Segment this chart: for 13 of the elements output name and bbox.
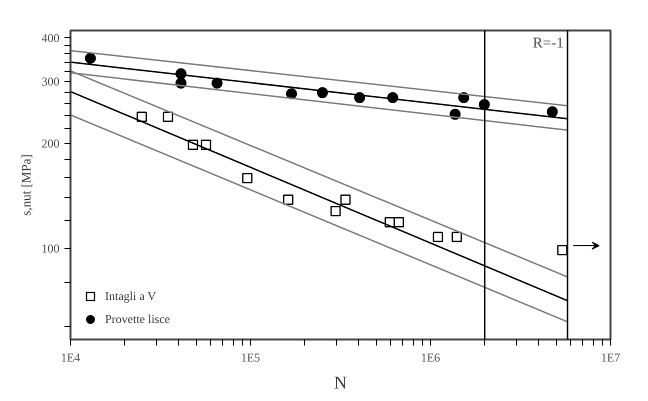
x-tick-label: 1E7 [600, 350, 620, 364]
x-tick-label: 1E6 [420, 350, 440, 364]
legend-label: Provette lisce [105, 312, 170, 326]
legend-label: Intagli a V [105, 288, 156, 304]
annotation: R=-1 [532, 36, 564, 52]
x-tick-label: 1E5 [240, 350, 260, 364]
x-tick-label: 1E4 [60, 350, 80, 364]
y-axis-title: s,nut [MPa] [18, 154, 34, 216]
x-axis-title: N [334, 372, 347, 392]
y-tick-label: 400 [42, 30, 60, 45]
y-tick-label: 200 [42, 136, 60, 150]
y-tick-label: 100 [42, 242, 60, 256]
y-tick-label: 300 [42, 74, 60, 89]
